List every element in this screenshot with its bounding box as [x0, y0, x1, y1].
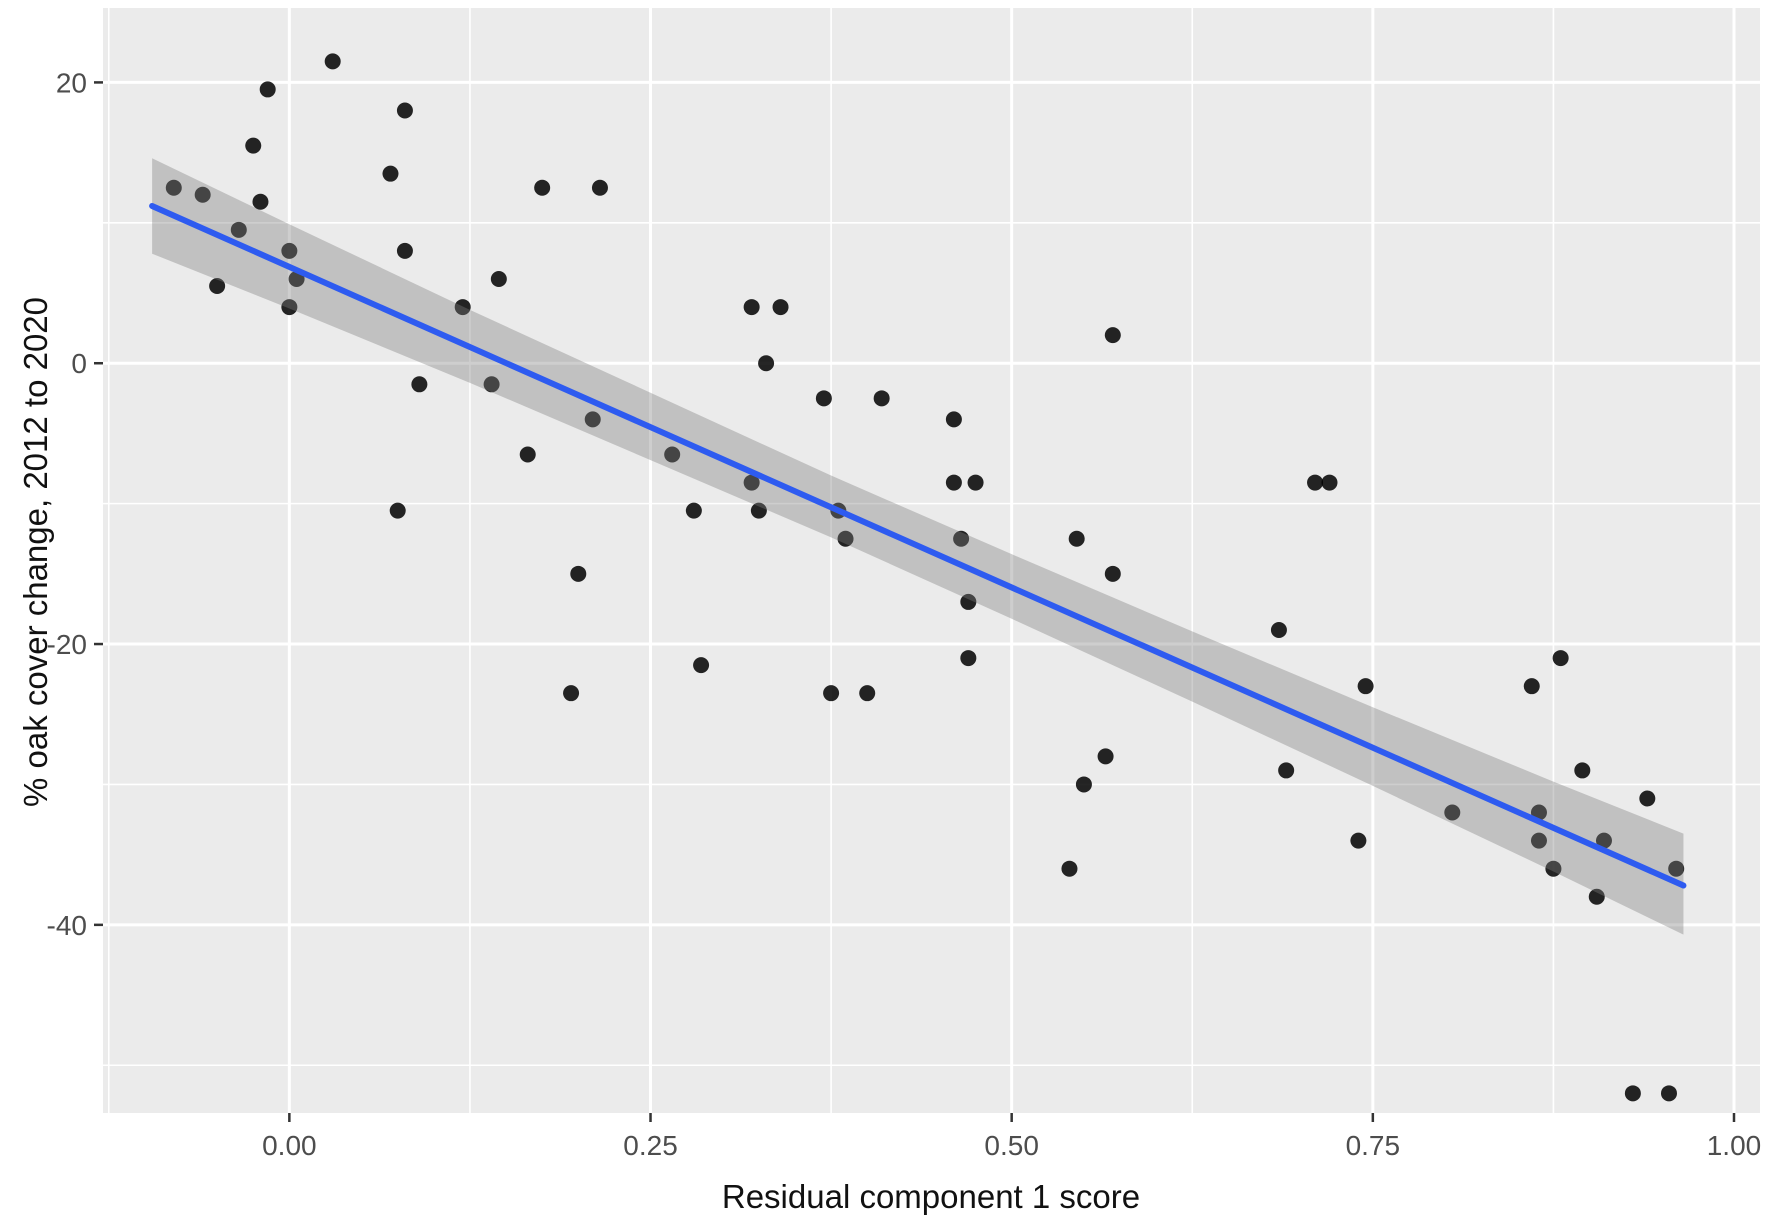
data-point	[873, 390, 890, 407]
data-point	[209, 278, 226, 295]
data-point	[960, 650, 977, 667]
data-point	[1530, 832, 1547, 849]
data-point	[1668, 860, 1685, 877]
x-tick-label: 0.75	[1346, 1130, 1401, 1161]
data-point	[252, 193, 269, 210]
data-point	[823, 685, 840, 702]
panel-background	[103, 8, 1760, 1113]
data-point	[281, 242, 298, 259]
data-point	[967, 474, 984, 491]
data-point	[772, 299, 789, 316]
data-point	[1595, 832, 1612, 849]
data-point	[490, 270, 507, 287]
data-point	[758, 355, 775, 372]
data-point	[1307, 474, 1324, 491]
data-point	[245, 137, 262, 154]
y-tick-label: 0	[71, 348, 87, 379]
data-point	[1357, 678, 1374, 695]
y-axis-title: % oak cover change, 2012 to 2020	[17, 296, 54, 808]
data-point	[1097, 748, 1114, 765]
x-axis-title: Residual component 1 score	[721, 1178, 1141, 1215]
x-tick-label: 1.00	[1707, 1130, 1762, 1161]
data-point	[1068, 530, 1085, 547]
data-point	[411, 376, 428, 393]
data-point	[743, 299, 760, 316]
data-point	[1545, 860, 1562, 877]
data-point	[281, 299, 298, 316]
data-point	[534, 179, 551, 196]
x-tick-label: 0.50	[984, 1130, 1039, 1161]
data-point	[1270, 622, 1287, 639]
data-point	[570, 565, 587, 582]
x-tick-label: 0.00	[262, 1130, 317, 1161]
data-point	[685, 502, 702, 519]
data-point	[664, 446, 681, 463]
data-point	[483, 376, 500, 393]
data-point	[1350, 832, 1367, 849]
data-point	[1075, 776, 1092, 793]
data-point	[1574, 762, 1591, 779]
data-point	[519, 446, 536, 463]
y-tick-label: -40	[47, 910, 87, 941]
data-point	[859, 685, 876, 702]
data-point	[1321, 474, 1338, 491]
data-point	[389, 502, 406, 519]
data-point	[382, 165, 399, 182]
data-point	[1278, 762, 1295, 779]
data-point	[454, 299, 471, 316]
data-point	[194, 186, 211, 203]
data-point	[1061, 860, 1078, 877]
data-point	[1624, 1085, 1641, 1102]
data-point	[960, 593, 977, 610]
data-point	[693, 657, 710, 674]
data-point	[396, 242, 413, 259]
data-point	[1660, 1085, 1677, 1102]
data-point	[750, 502, 767, 519]
data-point	[1104, 327, 1121, 344]
data-point	[591, 179, 608, 196]
data-point	[945, 411, 962, 428]
data-point	[1588, 888, 1605, 905]
data-point	[563, 685, 580, 702]
y-tick-label: -20	[47, 629, 87, 660]
data-point	[584, 411, 601, 428]
y-tick-label: 20	[56, 67, 87, 98]
data-point	[837, 530, 854, 547]
data-point	[1639, 790, 1656, 807]
data-point	[165, 179, 182, 196]
data-point	[259, 81, 276, 98]
data-point	[1444, 804, 1461, 821]
data-point	[815, 390, 832, 407]
data-point	[1523, 678, 1540, 695]
data-point	[953, 530, 970, 547]
regression-line	[149, 202, 1687, 889]
data-point	[743, 474, 760, 491]
data-point	[945, 474, 962, 491]
x-tick-label: 0.25	[623, 1130, 678, 1161]
data-point	[396, 102, 413, 119]
data-point	[230, 221, 247, 238]
data-point	[324, 53, 341, 70]
data-point	[1104, 565, 1121, 582]
data-point	[1552, 650, 1569, 667]
